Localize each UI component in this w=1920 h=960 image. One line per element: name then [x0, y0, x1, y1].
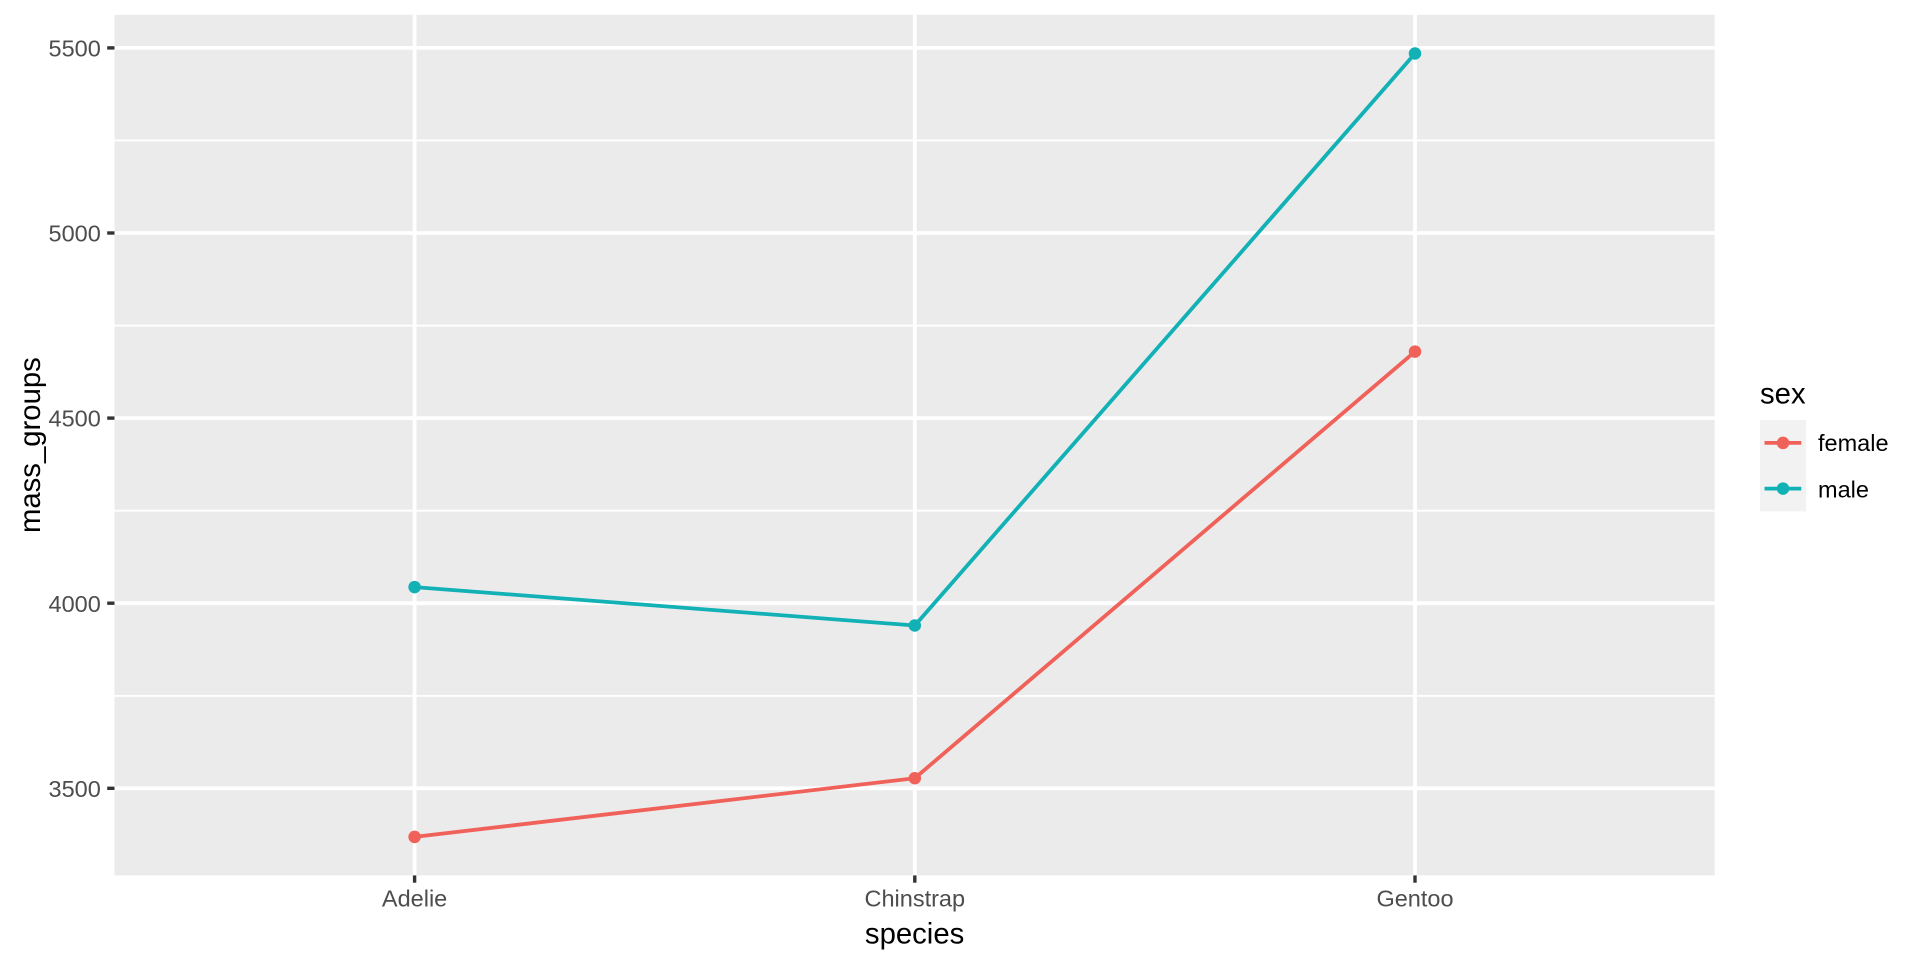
svg-text:female: female	[1818, 430, 1889, 456]
svg-text:sex: sex	[1760, 377, 1806, 410]
svg-text:4500: 4500	[49, 406, 101, 432]
svg-text:species: species	[865, 917, 964, 950]
svg-text:Gentoo: Gentoo	[1376, 885, 1453, 911]
svg-text:3500: 3500	[49, 776, 101, 802]
svg-text:mass_groups: mass_groups	[14, 357, 47, 533]
svg-text:5000: 5000	[49, 221, 101, 247]
svg-text:Adelie: Adelie	[382, 885, 447, 911]
svg-text:4000: 4000	[49, 591, 101, 617]
svg-text:Chinstrap: Chinstrap	[865, 885, 966, 911]
svg-text:5500: 5500	[49, 36, 101, 62]
svg-text:male: male	[1818, 477, 1869, 503]
